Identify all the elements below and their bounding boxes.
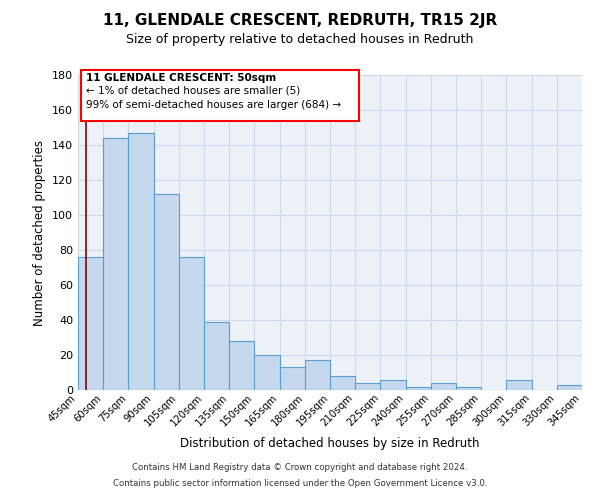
Bar	[154, 194, 179, 390]
X-axis label: Distribution of detached houses by size in Redruth: Distribution of detached houses by size …	[180, 436, 480, 450]
Bar	[229, 341, 254, 390]
Bar	[330, 376, 355, 390]
Bar	[406, 386, 431, 390]
Text: Contains HM Land Registry data © Crown copyright and database right 2024.: Contains HM Land Registry data © Crown c…	[132, 464, 468, 472]
Text: ← 1% of detached houses are smaller (5): ← 1% of detached houses are smaller (5)	[86, 86, 301, 96]
FancyBboxPatch shape	[82, 70, 359, 120]
Bar	[128, 132, 154, 390]
Bar	[204, 322, 229, 390]
Text: 11 GLENDALE CRESCENT: 50sqm: 11 GLENDALE CRESCENT: 50sqm	[86, 73, 277, 83]
Bar	[280, 367, 305, 390]
Bar	[380, 380, 406, 390]
Text: Size of property relative to detached houses in Redruth: Size of property relative to detached ho…	[127, 32, 473, 46]
Bar	[355, 383, 380, 390]
Text: 99% of semi-detached houses are larger (684) →: 99% of semi-detached houses are larger (…	[86, 100, 341, 110]
Bar	[254, 355, 280, 390]
Bar	[506, 380, 532, 390]
Bar	[179, 257, 204, 390]
Bar	[305, 360, 330, 390]
Bar	[456, 386, 481, 390]
Bar	[78, 257, 103, 390]
Bar	[557, 385, 582, 390]
Bar	[103, 138, 128, 390]
Y-axis label: Number of detached properties: Number of detached properties	[34, 140, 46, 326]
Bar	[431, 383, 456, 390]
Text: 11, GLENDALE CRESCENT, REDRUTH, TR15 2JR: 11, GLENDALE CRESCENT, REDRUTH, TR15 2JR	[103, 12, 497, 28]
Text: Contains public sector information licensed under the Open Government Licence v3: Contains public sector information licen…	[113, 478, 487, 488]
